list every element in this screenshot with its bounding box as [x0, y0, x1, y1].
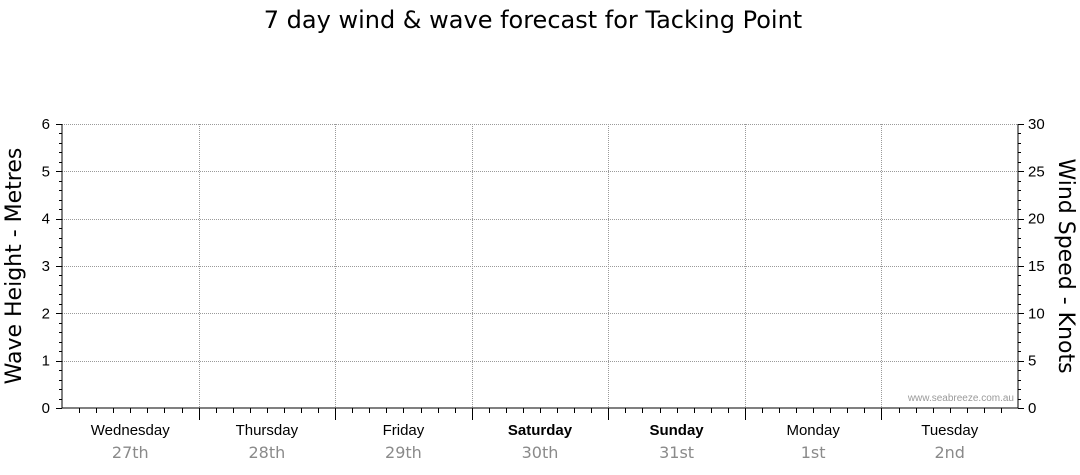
- day-name-label: Sunday: [649, 422, 704, 439]
- right-tick-label: 10: [1028, 305, 1045, 322]
- grid-layer: [62, 124, 1018, 408]
- right-tick-label: 0: [1028, 400, 1036, 417]
- day-name-label: Wednesday: [91, 422, 170, 439]
- left-axis-title: Wave Height - Metres: [2, 148, 27, 385]
- chart-title: 7 day wind & wave forecast for Tacking P…: [264, 6, 802, 34]
- day-date-label: 28th: [248, 443, 285, 462]
- watermark: www.seabreeze.com.au: [907, 393, 1014, 404]
- day-date-label: 30th: [522, 443, 559, 462]
- day-name-label: Saturday: [508, 422, 573, 439]
- day-date-label: 29th: [385, 443, 422, 462]
- day-date-label: 31st: [659, 443, 694, 462]
- left-tick-label: 3: [42, 258, 50, 275]
- day-date-label: 27th: [112, 443, 149, 462]
- day-date-label: 2nd: [934, 443, 964, 462]
- day-date-label: 1st: [801, 443, 826, 462]
- day-name-label: Tuesday: [921, 422, 978, 439]
- right-axis-title: Wind Speed - Knots: [1053, 158, 1078, 373]
- right-tick-label: 30: [1028, 116, 1045, 133]
- right-tick-label: 5: [1028, 353, 1036, 370]
- day-name-label: Thursday: [236, 422, 299, 439]
- axes-layer: 0 1 2 3 4 5 6 0 5 10 15 20 25 30 Wednesday 27th Thursday…: [42, 116, 1045, 462]
- left-tick-label: 0: [42, 400, 50, 417]
- right-tick-label: 20: [1028, 211, 1045, 228]
- day-name-label: Friday: [383, 422, 425, 439]
- right-tick-label: 25: [1028, 163, 1045, 180]
- day-name-label: Monday: [786, 422, 840, 439]
- right-tick-label: 15: [1028, 258, 1045, 275]
- left-tick-label: 4: [42, 211, 50, 228]
- left-tick-label: 2: [42, 305, 50, 322]
- left-tick-label: 1: [42, 353, 50, 370]
- left-tick-label: 6: [42, 116, 50, 133]
- left-tick-label: 5: [42, 163, 50, 180]
